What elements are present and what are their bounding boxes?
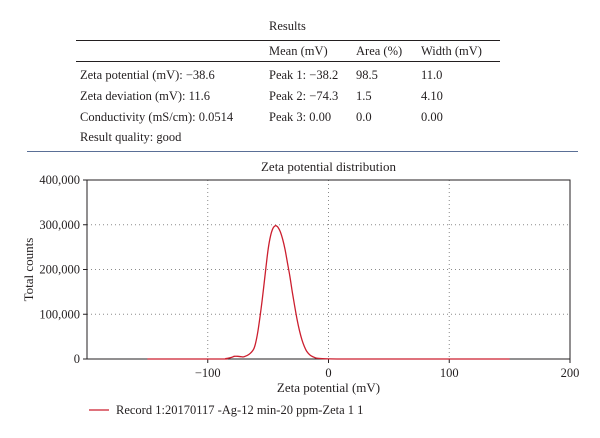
section-divider [27,151,578,152]
y-tick-label: 0 [74,352,80,366]
chart-title: Zeta potential distribution [261,159,397,174]
x-axis-label: Zeta potential (mV) [277,380,380,395]
table-top-rule [76,40,500,41]
row-cell-peak3-area: 0.0 [356,110,372,124]
column-header-width: Width (mV) [421,44,482,58]
results-title: Results [269,19,306,33]
y-axis-label: Total counts [21,238,36,302]
x-tick-label: 0 [325,366,331,380]
y-tick-label: 200,000 [39,263,80,277]
row-label-zeta-potential: Zeta potential (mV): −38.6 [80,68,215,82]
y-tick-label: 400,000 [39,173,80,187]
table-header-rule [76,61,500,62]
row-cell-peak2-width: 4.10 [421,89,443,103]
row-cell-peak2-area: 1.5 [356,89,372,103]
legend-label: Record 1:20170117 -Ag-12 min-20 ppm-Zeta… [116,403,363,417]
row-label-conductivity: Conductivity (mS/cm): 0.0514 [80,110,234,124]
x-tick-label: 100 [440,366,459,380]
row-cell-peak3-width: 0.00 [421,110,443,124]
column-header-area: Area (%) [356,44,403,58]
row-label-result-quality: Result quality: good [80,130,182,144]
row-cell-peak3-mean: Peak 3: 0.00 [269,110,332,124]
row-cell-peak1-width: 11.0 [421,68,443,82]
row-label-zeta-deviation: Zeta deviation (mV): 11.6 [80,89,211,103]
series-line-record-1 [147,224,510,360]
x-tick-label: 200 [561,366,580,380]
y-tick-label: 100,000 [39,307,80,321]
row-cell-peak1-area: 98.5 [356,68,378,82]
x-tick-label: −100 [195,366,221,380]
y-tick-label: 300,000 [39,218,80,232]
column-header-mean: Mean (mV) [269,44,328,58]
row-cell-peak1-mean: Peak 1: −38.2 [269,68,339,82]
row-cell-peak2-mean: Peak 2: −74.3 [269,89,339,103]
